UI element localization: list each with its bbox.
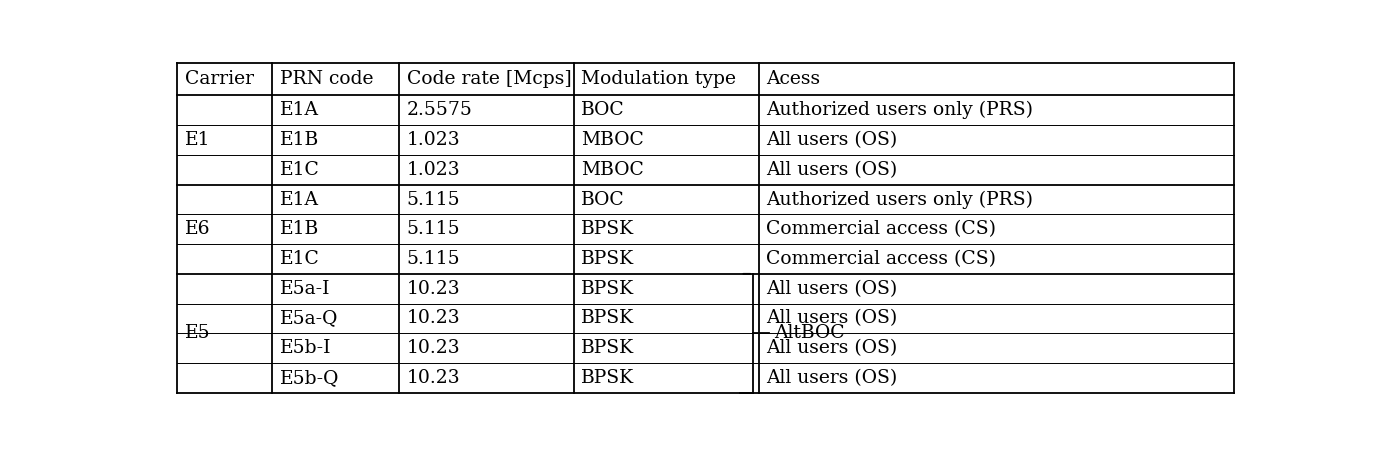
Text: Acess: Acess	[766, 70, 821, 88]
Text: 10.23: 10.23	[407, 369, 461, 387]
Text: E1: E1	[184, 131, 210, 149]
Text: AltBOC: AltBOC	[774, 324, 846, 342]
Text: E5b-Q: E5b-Q	[279, 369, 340, 387]
Text: All users (OS): All users (OS)	[766, 309, 898, 327]
Text: E1B: E1B	[279, 131, 319, 149]
Text: Commercial access (CS): Commercial access (CS)	[766, 250, 996, 268]
Text: E1C: E1C	[279, 250, 319, 268]
Text: Authorized users only (PRS): Authorized users only (PRS)	[766, 101, 1033, 120]
Text: BPSK: BPSK	[582, 369, 634, 387]
Text: 1.023: 1.023	[407, 131, 461, 149]
Text: BPSK: BPSK	[582, 339, 634, 357]
Text: MBOC: MBOC	[582, 161, 644, 179]
Text: All users (OS): All users (OS)	[766, 280, 898, 298]
Text: BPSK: BPSK	[582, 309, 634, 327]
Text: 5.115: 5.115	[407, 220, 461, 238]
Text: 5.115: 5.115	[407, 190, 461, 208]
Text: E5a-Q: E5a-Q	[279, 309, 338, 327]
Text: BPSK: BPSK	[582, 220, 634, 238]
Text: Code rate [Mcps]: Code rate [Mcps]	[407, 70, 572, 88]
Text: E1A: E1A	[279, 190, 319, 208]
Text: MBOC: MBOC	[582, 131, 644, 149]
Text: 2.5575: 2.5575	[407, 101, 473, 120]
Text: Authorized users only (PRS): Authorized users only (PRS)	[766, 190, 1033, 209]
Text: BOC: BOC	[582, 190, 624, 208]
Text: E5: E5	[184, 324, 210, 342]
Text: Carrier: Carrier	[184, 70, 253, 88]
Text: 1.023: 1.023	[407, 161, 461, 179]
Text: BPSK: BPSK	[582, 250, 634, 268]
Text: E1B: E1B	[279, 220, 319, 238]
Text: E5b-I: E5b-I	[279, 339, 331, 357]
Text: 10.23: 10.23	[407, 339, 461, 357]
Text: BPSK: BPSK	[582, 280, 634, 298]
Text: 10.23: 10.23	[407, 280, 461, 298]
Text: BOC: BOC	[582, 101, 624, 120]
Text: All users (OS): All users (OS)	[766, 369, 898, 387]
Text: E1A: E1A	[279, 101, 319, 120]
Text: PRN code: PRN code	[279, 70, 373, 88]
Text: E1C: E1C	[279, 161, 319, 179]
Text: E6: E6	[184, 220, 210, 238]
Text: 10.23: 10.23	[407, 309, 461, 327]
Text: 5.115: 5.115	[407, 250, 461, 268]
Text: All users (OS): All users (OS)	[766, 161, 898, 179]
Text: Modulation type: Modulation type	[582, 70, 736, 88]
Text: Commercial access (CS): Commercial access (CS)	[766, 220, 996, 238]
Text: All users (OS): All users (OS)	[766, 339, 898, 357]
Text: E5a-I: E5a-I	[279, 280, 330, 298]
Text: All users (OS): All users (OS)	[766, 131, 898, 149]
